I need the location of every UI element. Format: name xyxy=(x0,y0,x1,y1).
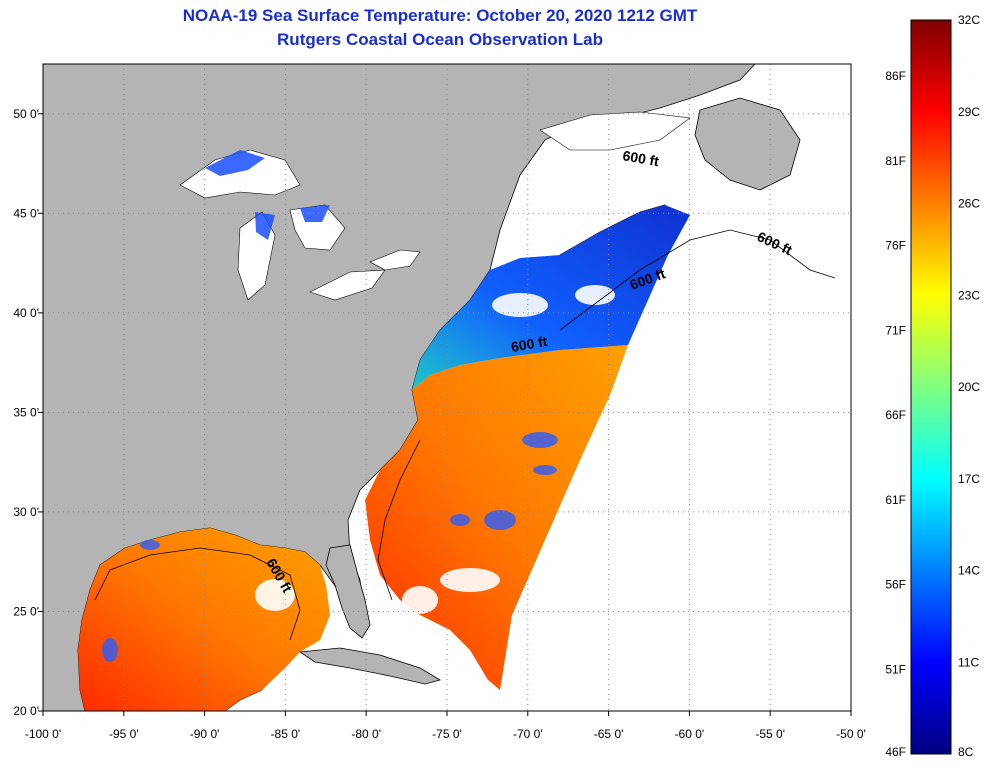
map-subtitle: Rutgers Coastal Ocean Observation Lab xyxy=(277,30,603,49)
colorbar-fahrenheit-label: 66F xyxy=(885,408,906,422)
colorbar-celsius-label: 26C xyxy=(958,197,980,211)
map-title: NOAA-19 Sea Surface Temperature: October… xyxy=(182,6,698,25)
lon-tick-label: -95 0' xyxy=(109,727,139,741)
lon-tick-label: -60 0' xyxy=(675,727,705,741)
lon-tick-label: -80 0' xyxy=(351,727,381,741)
colorbar xyxy=(910,19,952,755)
lat-tick-label: 25 0' xyxy=(13,604,39,618)
lat-tick-label: 45 0' xyxy=(13,206,39,220)
colorbar-celsius-label: 14C xyxy=(958,564,980,578)
colorbar-fahrenheit-label: 81F xyxy=(885,154,906,168)
lat-tick-label: 40 0' xyxy=(13,306,39,320)
land-cuba xyxy=(298,647,442,685)
lat-tick-label: 20 0' xyxy=(13,704,39,718)
lon-tick-label: -75 0' xyxy=(432,727,462,741)
lat-tick-label: 35 0' xyxy=(13,405,39,419)
lat-tick-label: 30 0' xyxy=(13,505,39,519)
colorbar-celsius-label: 29C xyxy=(958,105,980,119)
lon-tick-label: -55 0' xyxy=(755,727,785,741)
lon-tick-label: -85 0' xyxy=(271,727,301,741)
colorbar-celsius-label: 11C xyxy=(958,655,979,669)
colorbar-fahrenheit-label: 86F xyxy=(885,69,906,83)
colorbar-fahrenheit-label: 76F xyxy=(885,239,906,253)
colorbar-fahrenheit-label: 61F xyxy=(885,493,906,507)
contour-label: 600 ft xyxy=(621,147,660,169)
sst-north-atlantic xyxy=(412,205,690,390)
lon-tick-label: -100 0' xyxy=(25,727,61,741)
great-lakes-cold-edges xyxy=(205,150,330,240)
cloud-patches xyxy=(255,285,615,705)
contour-label: 600 ft xyxy=(510,333,549,355)
land-florida xyxy=(325,544,371,639)
lon-axis: -100 0' -95 0' -90 0' -85 0' -80 0' -75 0' -70… xyxy=(25,711,866,741)
colorbar-fahrenheit-label: 71F xyxy=(885,323,906,337)
colorbar-celsius-label: 17C xyxy=(958,472,980,486)
colorbar-fahrenheit-label: 56F xyxy=(885,578,906,592)
lon-tick-label: -70 0' xyxy=(513,727,543,741)
lon-tick-label: -65 0' xyxy=(594,727,624,741)
land-newfoundland xyxy=(694,97,801,191)
lat-tick-label: 50 0' xyxy=(13,107,39,121)
isobath-600ft xyxy=(94,229,836,641)
colorbar-celsius-label: 32C xyxy=(958,13,980,27)
colorbar-labels: 32C 86F 29C 81F 26C 76F 23C 71F 20C 66F 17C 61F 14C 5… xyxy=(885,13,980,759)
colorbar-fahrenheit-label: 46F xyxy=(885,745,906,759)
colorbar-celsius-label: 23C xyxy=(958,288,980,302)
colorbar-celsius-label: 8C xyxy=(958,745,974,759)
colorbar-celsius-label: 20C xyxy=(958,380,980,394)
lon-tick-label: -90 0' xyxy=(190,727,220,741)
lon-tick-label: -50 0' xyxy=(836,727,866,741)
sst-gulf-of-mexico xyxy=(78,528,330,711)
lat-axis: 20 0' 25 0' 30 0' 35 0' 40 0' 45 0' 50 0' xyxy=(13,107,43,718)
cold-patches xyxy=(102,432,558,662)
colorbar-fahrenheit-label: 51F xyxy=(885,662,906,676)
